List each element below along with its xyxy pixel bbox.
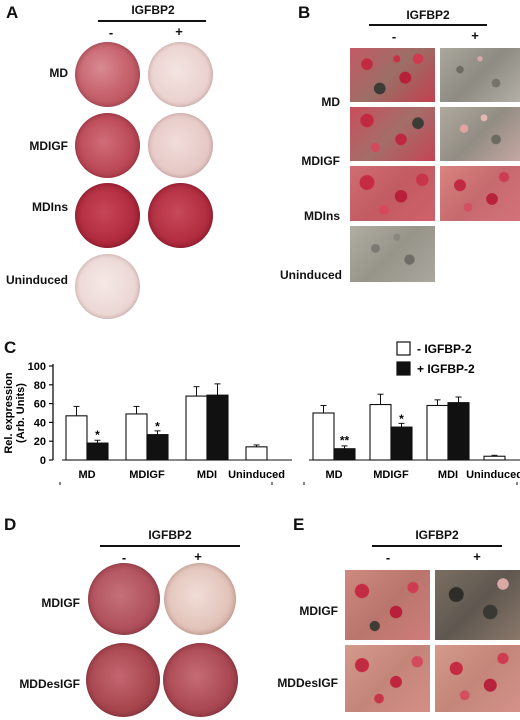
panel-b-plus: + <box>471 28 479 43</box>
legend-label-plus: + IGFBP-2 <box>417 362 475 376</box>
panel-d-letter: D <box>4 515 17 534</box>
x-category-label: MD <box>325 469 342 481</box>
panel-a-row-label-mdins: MDIns <box>32 200 68 214</box>
legend-label-minus: - IGFBP-2 <box>417 342 472 356</box>
x-category-label: MDIGF <box>373 469 409 481</box>
bar-ppar-mdi-plus <box>206 394 229 461</box>
x-category-label: MDI <box>438 469 458 481</box>
panel-e-header-line <box>372 545 502 547</box>
significance-marker: ** <box>340 434 350 448</box>
panel-b-row-label-md: MD <box>321 95 340 109</box>
panel-b-photo-mdins-plus <box>440 166 520 221</box>
legend-swatch-minus <box>396 341 411 356</box>
y-axis-label-line-1: (Arb. Units) <box>15 383 27 443</box>
y-tick-label: 40 <box>34 417 46 429</box>
panel-e-row-label-mddesigf: MDDesIGF <box>277 676 338 690</box>
panel-b-letter: B <box>298 3 311 22</box>
panel-e-photo-mddesigf-plus <box>435 645 520 712</box>
significance-marker: * <box>95 428 100 442</box>
panel-a-row-label-mdigf: MDIGF <box>29 139 68 153</box>
panel-b-photo-md-minus <box>350 48 435 102</box>
bar-ap2-mdi-minus <box>426 404 449 461</box>
panel-b-photo-md-plus <box>440 48 520 102</box>
group-bracket <box>59 482 273 485</box>
panel-a-minus: - <box>108 25 114 40</box>
panel-a-dish-mdins-plus <box>148 183 213 248</box>
x-category-label: Uninduced <box>228 469 285 481</box>
bar-ap2-mdi-plus <box>447 402 470 461</box>
panel-b-row-label-uninduced: Uninduced <box>280 268 342 282</box>
y-axis-label-line-0: Rel. expression <box>3 372 15 454</box>
panel-a-dish-mdigf-minus <box>75 113 140 178</box>
panel-a-header: IGFBP2 <box>131 3 175 17</box>
bar-ppar-mdigf-minus <box>125 413 148 461</box>
panel-a-header-line <box>98 20 206 22</box>
bar-ppar-mdi-minus <box>185 395 208 461</box>
y-tick-label: 0 <box>40 455 46 467</box>
group-bracket <box>303 482 518 485</box>
panel-e-photo-mdigf-plus <box>435 570 520 640</box>
panel-c-letter: C <box>4 338 17 357</box>
panel-b-minus: - <box>391 29 397 44</box>
panel-d-dish-mdigf-plus <box>164 563 236 635</box>
x-category-label: MDI <box>197 469 217 481</box>
x-category-label: Uninduced <box>466 469 520 481</box>
panel-e-photo-mddesigf-minus <box>345 645 430 712</box>
panel-a-row-label-uninduced: Uninduced <box>6 273 68 287</box>
panel-d-minus: - <box>121 550 127 565</box>
legend-swatch-plus <box>396 361 411 376</box>
panel-e-photo-mdigf-minus <box>345 570 430 640</box>
panel-b-header: IGFBP2 <box>406 8 450 22</box>
panel-a-letter: A <box>6 3 19 22</box>
bar-ppar-mdigf-plus <box>146 434 169 461</box>
panel-a-plus: + <box>175 24 183 39</box>
panel-b-photo-mdigf-plus <box>440 107 520 161</box>
panel-a-row-label-md: MD <box>49 66 68 80</box>
bar-ppar-md-minus <box>65 415 88 461</box>
panel-a-dish-mdigf-plus <box>148 113 213 178</box>
bar-ppar-uninduced-minus <box>245 446 268 461</box>
panel-d-header-line <box>100 545 240 547</box>
panel-d-header: IGFBP2 <box>148 528 192 542</box>
panel-b-photo-uninduced <box>350 226 435 282</box>
y-tick-label: 100 <box>28 361 46 373</box>
x-category-label: MDIGF <box>129 469 165 481</box>
panel-e-plus: + <box>473 549 481 564</box>
bar-ap2-mdigf-minus <box>369 403 392 461</box>
panel-d-row-label-mdigf: MDIGF <box>41 596 80 610</box>
bar-ap2-md-minus <box>312 412 335 461</box>
y-tick-label: 20 <box>34 436 46 448</box>
significance-marker: * <box>155 420 160 434</box>
panel-a-dish-uninduced <box>75 254 140 319</box>
panel-e-row-label-mdigf: MDIGF <box>299 604 338 618</box>
panel-e-letter: E <box>293 515 305 534</box>
significance-marker: * <box>399 412 404 426</box>
panel-d-dish-mddesigf-plus <box>163 643 238 717</box>
panel-d-dish-mddesigf-minus <box>86 643 160 717</box>
bar-ppar-md-plus <box>86 442 109 461</box>
y-tick-label: 80 <box>34 380 46 392</box>
panel-a-dish-mdins-minus <box>75 183 140 248</box>
panel-d-dish-mdigf-minus <box>88 563 160 635</box>
panel-b-header-line <box>369 24 487 26</box>
x-category-label: MD <box>78 469 95 481</box>
panel-e-minus: - <box>385 550 391 565</box>
panel-a-dish-md-minus <box>75 42 140 107</box>
panel-e-header: IGFBP2 <box>415 528 459 542</box>
y-tick-label: 60 <box>34 399 46 411</box>
panel-b-row-label-mdigf: MDIGF <box>301 154 340 168</box>
panel-b-photo-mdins-minus <box>350 166 435 221</box>
expression-bar-chart: Rel. expression (Arb. Units) 0 20 40 60 80 100 *… <box>3 341 520 485</box>
panel-d-plus: + <box>194 549 202 564</box>
panel-d-row-label-mddesigf: MDDesIGF <box>19 677 80 691</box>
bar-ap2-mdigf-plus <box>390 426 413 461</box>
bar-ap2-md-plus <box>333 448 356 461</box>
panel-a-dish-md-plus <box>148 42 213 107</box>
panel-b-photo-mdigf-minus <box>350 107 435 161</box>
panel-b-row-label-mdins: MDIns <box>304 209 340 223</box>
bar-ap2-uninduced-minus <box>483 455 506 461</box>
